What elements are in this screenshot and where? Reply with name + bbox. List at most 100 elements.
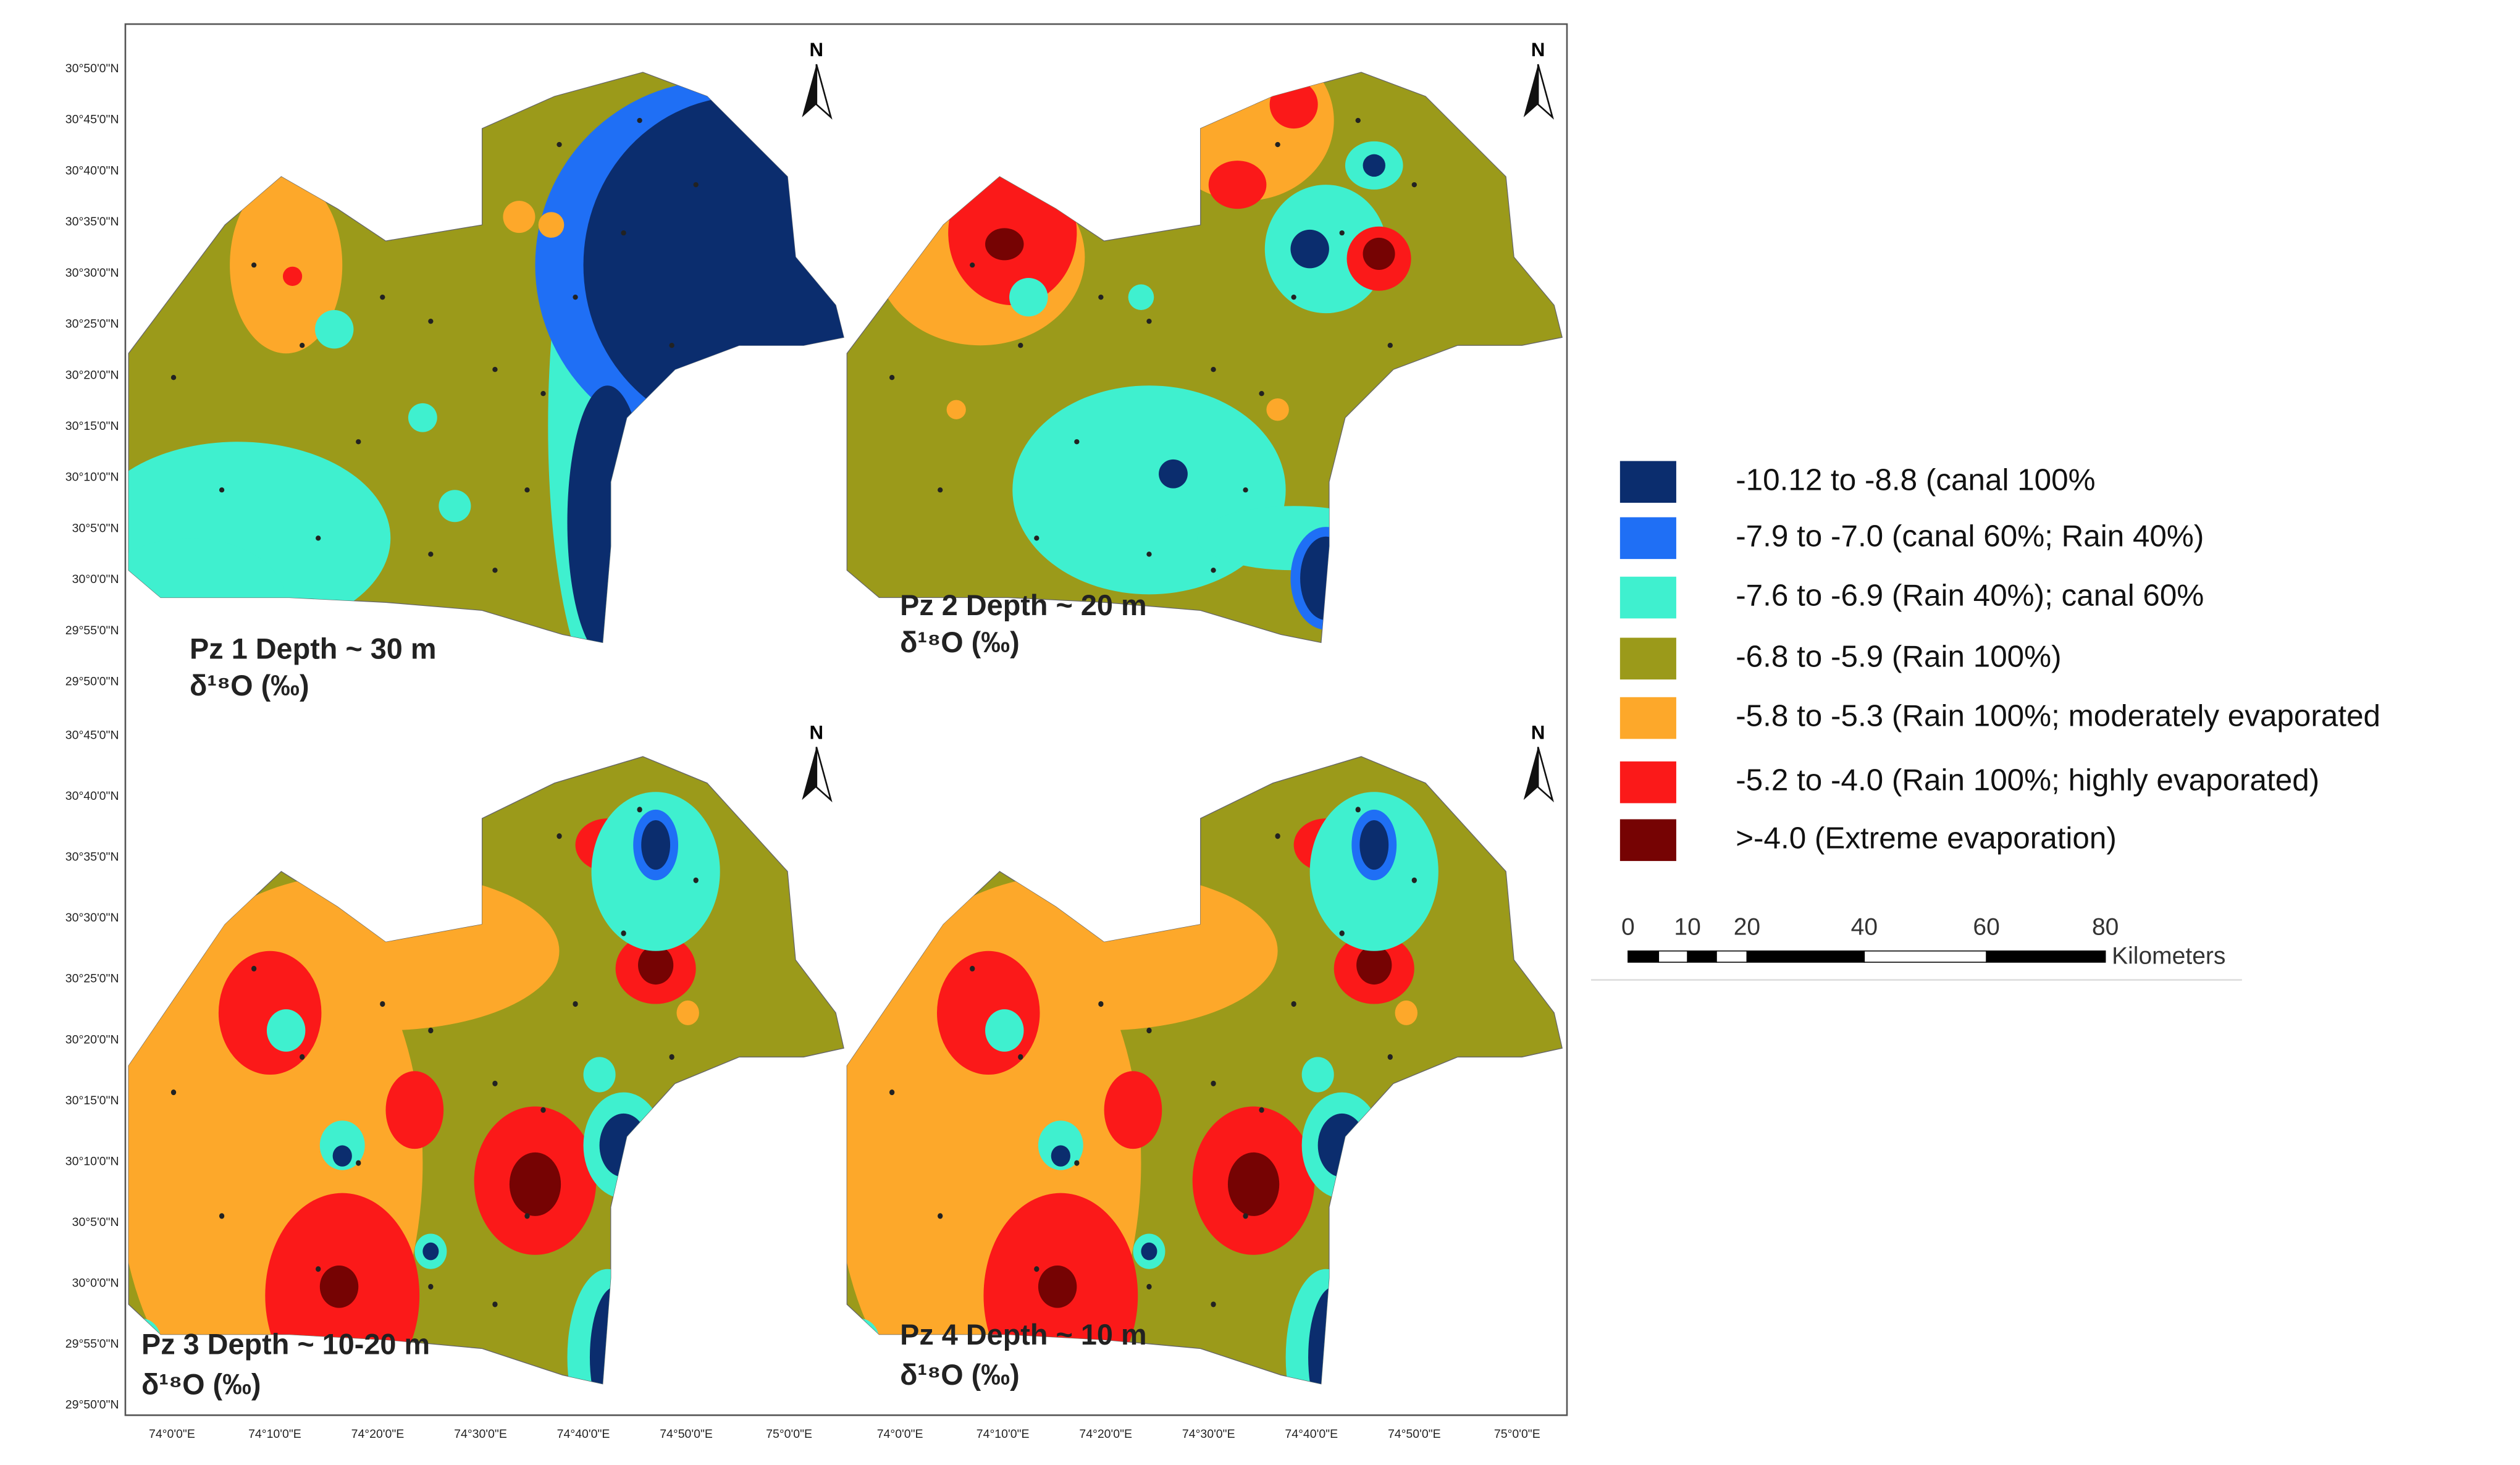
sample-well: [1211, 367, 1216, 372]
lon-label: 74°30'0"E: [454, 1427, 507, 1441]
scale-tick-label: 0: [1621, 914, 1635, 941]
panel-subtitle: δ¹⁸O (‰): [900, 1359, 1020, 1391]
sample-well: [1387, 343, 1393, 348]
isotope-zone: [673, 757, 703, 773]
scale-tick-label: 80: [2092, 914, 2119, 941]
sample-well: [1018, 343, 1023, 348]
lat-label: 30°50'0"N: [65, 62, 119, 75]
isotope-zone: [439, 490, 471, 523]
isotope-zone: [1128, 284, 1154, 310]
lat-label: 30°10'0"N: [65, 471, 119, 484]
isotope-zone: [1266, 398, 1289, 421]
lat-label: 30°0'0"N: [72, 573, 119, 586]
sample-well: [938, 1213, 943, 1219]
scale-segment: [1628, 950, 1660, 963]
lat-label: 29°55'0"N: [65, 624, 119, 637]
sample-well: [1211, 1080, 1216, 1086]
lon-label: 74°10'0"E: [976, 1427, 1030, 1441]
isotope-zone: [847, 1318, 880, 1361]
sample-well: [1098, 1001, 1104, 1007]
scale-segment: [1746, 950, 1865, 963]
north-arrow: [1523, 747, 1539, 800]
lat-label: 30°15'0"N: [65, 1094, 119, 1107]
lat-label: 29°50'0"N: [65, 675, 119, 689]
sample-well: [444, 912, 450, 919]
isotope-zone: [1141, 1242, 1157, 1261]
sample-well: [556, 833, 562, 839]
legend-label: -7.9 to -7.0 (canal 60%; Rain 40%): [1736, 519, 2204, 553]
isotope-zone: [1395, 1000, 1418, 1025]
panel-subtitle: δ¹⁸O (‰): [141, 1369, 261, 1401]
sample-well: [1291, 295, 1296, 300]
sample-well: [1387, 1054, 1393, 1060]
sample-well: [1074, 439, 1080, 445]
isotope-zone: [538, 212, 565, 238]
lon-label: 74°40'0"E: [1285, 1427, 1338, 1441]
sample-well: [380, 295, 385, 300]
sample-well: [492, 1301, 498, 1308]
legend-swatch: [1619, 819, 1676, 862]
scale-tick-label: 20: [1734, 914, 1760, 941]
sample-well: [669, 343, 674, 348]
isotope-zone: [1038, 1120, 1083, 1170]
sample-well: [300, 343, 305, 348]
sample-well: [1243, 487, 1248, 493]
isotope-zone: [641, 820, 671, 870]
lat-label: 30°40'0"N: [65, 164, 119, 177]
north-arrow-half: [1537, 64, 1554, 120]
sample-well: [573, 295, 578, 300]
sample-well: [219, 487, 225, 493]
isotope-zone: [638, 946, 674, 985]
legend-label: >-4.0 (Extreme evaporation): [1736, 821, 2117, 855]
lon-label: 74°50'0"E: [1388, 1427, 1441, 1441]
isotope-zone: [390, 858, 471, 902]
lon-label: 74°20'0"E: [351, 1427, 405, 1441]
sample-well: [316, 535, 321, 541]
sample-well: [637, 807, 642, 813]
sample-well: [1034, 1266, 1040, 1272]
isotope-zone: [985, 228, 1024, 261]
legend-swatch: [1619, 461, 1676, 503]
sample-well: [621, 930, 626, 936]
isotope-zone: [1308, 1287, 1360, 1384]
lat-label: 30°5'0"N: [72, 521, 119, 535]
lon-label: 74°50'0"E: [660, 1427, 713, 1441]
sample-well: [1074, 1160, 1080, 1166]
sample-well: [492, 1080, 498, 1086]
panel-title: Pz 1 Depth ~ 30 m: [190, 632, 436, 665]
isotope-zone: [319, 1265, 359, 1308]
sample-well: [1146, 1027, 1152, 1034]
lon-label: 74°0'0"E: [149, 1427, 195, 1441]
sample-well: [1355, 807, 1361, 813]
lat-label: 30°5'0"N: [72, 1215, 119, 1229]
sample-well: [380, 1001, 385, 1007]
north-label: N: [1531, 721, 1545, 743]
isotope-zone: [946, 400, 966, 419]
scale-segment: [1687, 950, 1717, 963]
lat-label: 30°35'0"N: [65, 850, 119, 864]
sample-well: [540, 1107, 546, 1113]
isotope-zone: [1356, 946, 1392, 985]
sample-well: [428, 1027, 434, 1034]
scale-segment: [1986, 950, 2106, 963]
sample-well: [1259, 1107, 1264, 1113]
north-arrow: [802, 747, 817, 800]
lon-label: 74°30'0"E: [1182, 1427, 1235, 1441]
legend-label: -5.2 to -4.0 (Rain 100%; highly evaporat…: [1736, 763, 2319, 797]
sample-well: [540, 391, 546, 397]
legend-swatch: [1619, 761, 1676, 804]
sample-well: [637, 117, 642, 124]
lat-label: 30°35'0"N: [65, 215, 119, 229]
isotope-zone: [936, 951, 1040, 1075]
sample-well: [1339, 230, 1345, 236]
lat-label: 30°40'0"N: [65, 789, 119, 803]
sample-well: [170, 1089, 177, 1096]
sample-well: [251, 965, 257, 972]
scale-segment: [1863, 950, 1987, 963]
sample-well: [251, 262, 257, 268]
panel-title: Pz 4 Depth ~ 10 m: [900, 1319, 1146, 1351]
panel-title: Pz 3 Depth ~ 10-20 m: [141, 1329, 430, 1361]
sample-well: [1162, 912, 1168, 919]
lat-label: 30°45'0"N: [65, 728, 119, 742]
sample-well: [1162, 214, 1168, 220]
